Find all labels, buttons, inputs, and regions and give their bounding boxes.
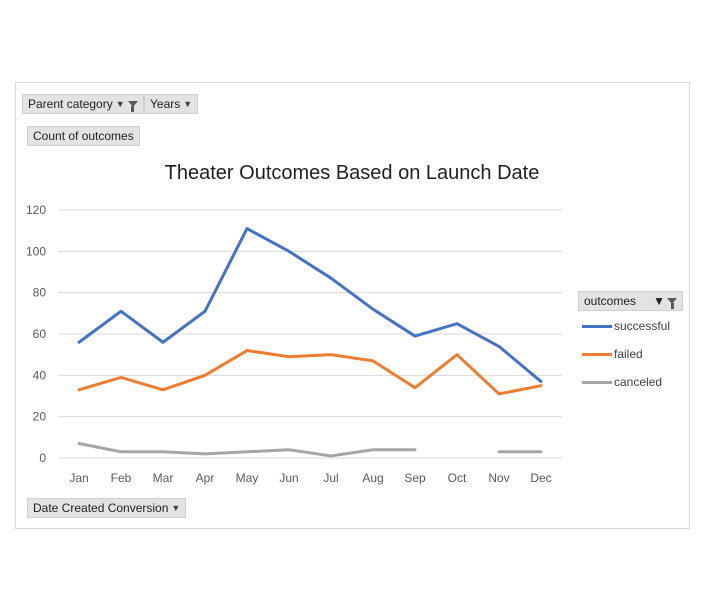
x-tick-label: Apr xyxy=(196,471,215,485)
parent-category-filter-button[interactable]: Parent category ▼ xyxy=(22,94,144,114)
legend-label: successful xyxy=(614,319,671,333)
series-line-successful xyxy=(77,227,543,384)
outcomes-filter-button[interactable]: outcomes ▼ xyxy=(578,291,683,311)
dropdown-arrow-icon: ▼ xyxy=(653,294,665,308)
dropdown-arrow-icon: ▼ xyxy=(183,99,193,109)
legend-item-canceled: canceled xyxy=(582,375,662,389)
y-tick-label: 40 xyxy=(33,368,47,382)
y-tick-label: 0 xyxy=(39,451,46,465)
x-tick-label: May xyxy=(236,471,259,485)
x-tick-label: Oct xyxy=(448,471,467,485)
parent-category-label: Parent category xyxy=(28,97,113,111)
x-tick-label: Feb xyxy=(111,471,132,485)
y-tick-label: 20 xyxy=(33,410,47,424)
count-of-outcomes-field-button[interactable]: Count of outcomes xyxy=(27,126,140,146)
date-created-conversion-label: Date Created Conversion xyxy=(33,501,169,515)
x-tick-label: Sep xyxy=(404,471,426,485)
dropdown-arrow-icon: ▼ xyxy=(171,503,181,513)
chart-title: Theater Outcomes Based on Launch Date xyxy=(164,162,540,184)
y-tick-label: 80 xyxy=(33,286,47,300)
series-line-failed xyxy=(77,349,543,396)
legend-swatch xyxy=(582,324,612,328)
years-label: Years xyxy=(150,97,181,111)
years-filter-button[interactable]: Years ▼ xyxy=(144,94,199,114)
legend-item-successful: successful xyxy=(582,319,670,333)
y-tick-label: 100 xyxy=(26,244,46,258)
y-tick-label: 120 xyxy=(26,203,46,217)
series-line-canceled xyxy=(77,442,417,458)
x-tick-label: Aug xyxy=(362,471,383,485)
x-tick-label: Jan xyxy=(69,471,88,485)
filter-funnel-icon xyxy=(667,298,677,309)
y-tick-label: 60 xyxy=(33,327,47,341)
legend-label: canceled xyxy=(614,375,663,389)
legend-item-failed: failed xyxy=(582,347,643,361)
x-tick-label: Jul xyxy=(323,471,338,485)
date-created-conversion-filter-button[interactable]: Date Created Conversion ▼ xyxy=(27,498,187,518)
legend-header-label: outcomes xyxy=(584,294,637,308)
count-of-outcomes-label: Count of outcomes xyxy=(33,129,134,143)
chart-frame xyxy=(15,82,690,529)
x-tick-label: Dec xyxy=(530,471,551,485)
legend: outcomes ▼ successful failed canceled xyxy=(578,291,683,389)
filter-funnel-icon xyxy=(127,101,138,112)
x-tick-label: Nov xyxy=(488,471,509,485)
dropdown-arrow-icon: ▼ xyxy=(115,99,125,109)
legend-swatch xyxy=(582,352,612,356)
x-tick-label: Jun xyxy=(279,471,298,485)
legend-swatch xyxy=(582,380,612,384)
legend-label: failed xyxy=(614,347,643,361)
x-tick-label: Mar xyxy=(153,471,174,485)
